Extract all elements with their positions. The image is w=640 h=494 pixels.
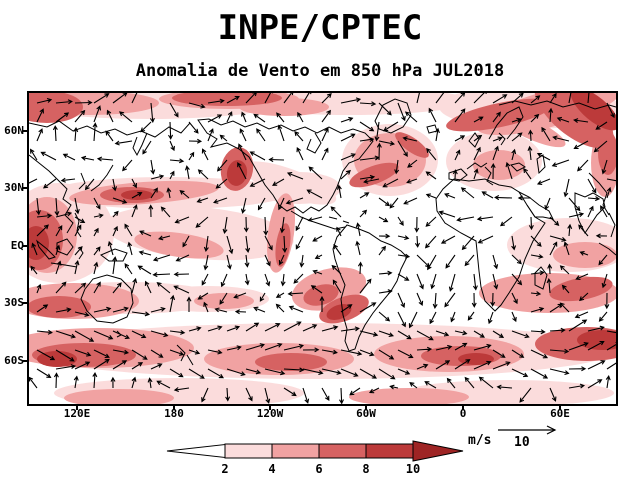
coastline <box>498 132 506 146</box>
coastline <box>306 132 322 154</box>
x-tick-label: 180 <box>164 407 184 420</box>
x-tick-mark <box>365 405 367 410</box>
coastline <box>598 242 616 256</box>
reference-vector-value: 10 <box>514 435 530 450</box>
anomaly-shade <box>257 172 341 204</box>
coastline <box>435 178 546 312</box>
y-tick-mark <box>22 360 27 362</box>
colorbar-label: 4 <box>268 462 275 476</box>
map-panel <box>27 91 618 406</box>
anomaly-shade <box>549 276 613 302</box>
anomaly-shade <box>303 284 339 306</box>
coastline <box>536 154 546 175</box>
reference-vector-units: m/s <box>468 433 492 448</box>
coastline <box>510 162 526 172</box>
anomaly-shade <box>172 93 282 106</box>
y-tick-mark <box>22 302 27 304</box>
x-tick-label: 60W <box>356 407 376 420</box>
anomaly-shade <box>553 242 616 268</box>
coastline <box>29 120 191 138</box>
coastline <box>574 192 606 234</box>
coastline <box>588 172 610 216</box>
y-tick-mark <box>22 130 27 132</box>
anomaly-shade <box>473 150 525 180</box>
wind-anomaly-map <box>29 93 616 404</box>
wind-vectors <box>29 93 616 404</box>
anomaly-shade <box>598 131 616 175</box>
chart-subtitle: Anomalia de Vento em 850 hPa JUL2018 <box>135 61 505 81</box>
coastline <box>488 106 524 140</box>
anomaly-shade <box>326 304 352 320</box>
reference-vector-arrow-icon <box>498 425 557 435</box>
x-tick-label: 120W <box>256 407 284 420</box>
x-tick-mark <box>559 405 561 410</box>
coastline <box>498 100 616 110</box>
colorbar-segment <box>318 443 367 459</box>
coastline <box>80 274 134 324</box>
coastline <box>78 172 86 190</box>
y-tick-label: 30N <box>4 181 24 194</box>
coastline <box>90 164 114 192</box>
coastline <box>74 212 82 238</box>
colorbar-label: 6 <box>315 462 322 476</box>
coastline <box>374 98 412 134</box>
coastline <box>35 239 56 260</box>
y-tick-mark <box>22 187 27 189</box>
coastline <box>466 162 494 186</box>
coastline <box>534 266 548 290</box>
x-tick-label: 120E <box>63 407 91 420</box>
y-tick-label: 60S <box>4 354 24 367</box>
coastline <box>132 132 148 157</box>
coastline <box>56 238 74 256</box>
coastline <box>100 248 128 262</box>
y-tick-label: 30S <box>4 296 24 309</box>
colorbar-segment <box>365 443 414 459</box>
x-tick-mark <box>173 405 175 410</box>
anomaly-shade <box>349 388 469 404</box>
x-tick-mark <box>269 405 271 410</box>
coastline <box>328 216 350 224</box>
anomaly-shade <box>226 160 248 186</box>
coastline <box>608 212 616 238</box>
y-tick-mark <box>22 245 27 247</box>
anomaly-shade <box>134 231 224 259</box>
colorbar: 2 4 6 8 10 <box>166 440 464 476</box>
anomaly-shade <box>194 293 254 309</box>
anomaly-shade <box>255 353 327 371</box>
colorbar-right-tip <box>412 440 464 462</box>
x-tick-mark <box>462 405 464 410</box>
colorbar-label: 2 <box>221 462 228 476</box>
y-tick-label: 60N <box>4 124 24 137</box>
x-tick-label: 60E <box>550 407 570 420</box>
anomaly-shade <box>349 162 399 188</box>
colorbar-segment <box>224 443 273 459</box>
reference-vector: m/s 10 <box>462 424 586 452</box>
colorbar-label: 10 <box>406 462 420 476</box>
coastline <box>50 262 78 268</box>
colorbar-segment <box>271 443 320 459</box>
coastline <box>197 118 374 214</box>
colorbar-left-tip <box>166 443 226 459</box>
colorbar-label: 8 <box>362 462 369 476</box>
coastline <box>29 154 74 234</box>
x-tick-label: 0 <box>459 407 467 420</box>
coastline <box>448 168 468 182</box>
coastline <box>468 132 480 148</box>
anomaly-shade <box>64 389 174 404</box>
y-tick-label: EQ <box>10 239 24 252</box>
page-title: INPE/CPTEC <box>217 8 423 48</box>
x-tick-mark <box>76 405 78 410</box>
anomaly-shade <box>275 223 291 267</box>
coastline <box>176 344 194 366</box>
